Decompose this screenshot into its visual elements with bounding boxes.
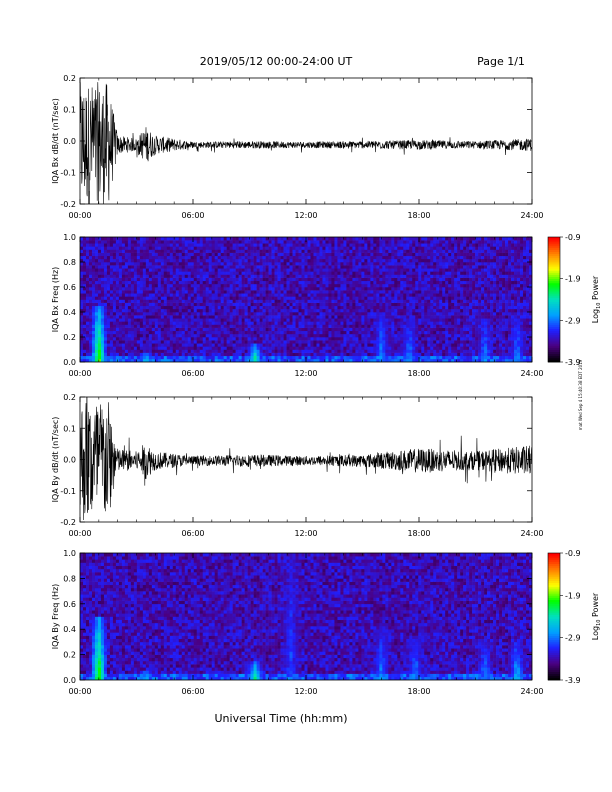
y-tick-label: 0.0 — [63, 137, 76, 146]
x-tick-label: 00:00 — [68, 687, 91, 696]
y-tick-label: 0.4 — [63, 308, 76, 317]
y-tick-label: 0.0 — [63, 676, 76, 685]
x-tick-label: 00:00 — [68, 529, 91, 538]
colorbar-tick-label: -0.9 — [565, 549, 581, 558]
x-tick-label: 00:00 — [68, 211, 91, 220]
colorbar-by: -0.9 -1.9 -2.9 -3.9 Log10 Power — [547, 549, 602, 685]
y-tick-label: 0.0 — [63, 456, 76, 465]
colorbar-label: Log10 Power — [591, 592, 602, 640]
y-tick-label: -0.2 — [60, 200, 76, 209]
colorbar-frame — [547, 552, 561, 681]
colorbar-tick-label: -2.9 — [565, 316, 581, 325]
x-tick-label: 06:00 — [181, 211, 204, 220]
x-tick-label: 18:00 — [407, 687, 430, 696]
y-tick-label: -0.2 — [60, 518, 76, 527]
colorbar-tick-label: -3.9 — [565, 358, 581, 367]
y-tick-label: 1.0 — [63, 549, 76, 558]
spectrogram-cells — [80, 553, 532, 680]
y-axis-label: IQA By Freq (Hz) — [51, 584, 60, 650]
x-tick-label: 12:00 — [294, 211, 317, 220]
y-tick-label: 0.2 — [63, 393, 76, 402]
page-number: Page 1/1 — [477, 55, 525, 68]
waveform-line — [80, 397, 532, 521]
x-tick-label: 06:00 — [181, 529, 204, 538]
y-tick-label: 0.0 — [63, 358, 76, 367]
x-tick-label: 18:00 — [407, 369, 430, 378]
colorbar-tick-label: -1.9 — [565, 275, 581, 284]
y-axis-label: IQA By dB/dt (nT/sec) — [51, 417, 60, 503]
y-tick-label: 0.8 — [63, 574, 76, 583]
colorbar-tick-label: -2.9 — [565, 634, 581, 643]
x-tick-label: 24:00 — [520, 211, 543, 220]
x-tick-label: 18:00 — [407, 211, 430, 220]
y-tick-label: 0.6 — [63, 600, 76, 609]
panel-by-spectrogram: 00:00 06:00 12:00 18:00 24:00 1.0 0.8 0.6 0.4 0.2… — [51, 549, 544, 696]
panel-bx-spectrogram: 00:00 06:00 12:00 18:00 24:00 1.0 0.8 0.6 0.4 0.2… — [51, 233, 544, 378]
y-tick-label: -0.1 — [60, 169, 76, 178]
waveform-line — [80, 82, 532, 204]
colorbar-bx: -0.9 -1.9 -2.9 -3.9 Log10 Power — [547, 233, 602, 367]
page-title: 2019/05/12 00:00-24:00 UT — [200, 55, 353, 68]
x-tick-label: 06:00 — [181, 369, 204, 378]
y-tick-label: 0.4 — [63, 625, 76, 634]
x-tick-label: 18:00 — [407, 529, 430, 538]
y-tick-label: 0.6 — [63, 283, 76, 292]
y-tick-label: 0.1 — [63, 424, 76, 433]
y-tick-label: 0.2 — [63, 651, 76, 660]
y-axis-label: IQA Bx Freq (Hz) — [51, 267, 60, 333]
colorbar-tick-label: -0.9 — [565, 233, 581, 242]
x-tick-label: 24:00 — [520, 369, 543, 378]
y-tick-label: 1.0 — [63, 233, 76, 242]
y-tick-label: 0.2 — [63, 74, 76, 83]
x-tick-label: 24:00 — [520, 529, 543, 538]
x-axis-label: Universal Time (hh:mm) — [215, 712, 348, 725]
side-note: mat Wed Sep 4 15:40:38 EDT 2019 — [578, 359, 583, 430]
x-tick-label: 24:00 — [520, 687, 543, 696]
y-tick-label: -0.1 — [60, 487, 76, 496]
spectrogram-cells — [80, 237, 532, 362]
y-axis-label: IQA Bx dB/dt (nT/sec) — [51, 98, 60, 184]
colorbar-tick-label: -3.9 — [565, 676, 581, 685]
y-tick-label: 0.2 — [63, 333, 76, 342]
x-tick-label: 00:00 — [68, 369, 91, 378]
colorbar-label: Log10 Power — [591, 275, 602, 323]
x-tick-label: 12:00 — [294, 687, 317, 696]
y-tick-label: 0.8 — [63, 258, 76, 267]
x-tick-label: 12:00 — [294, 369, 317, 378]
panel-bx-waveform: 00:00 06:00 12:00 18:00 24:00 0.2 0.1 0.0 -0.1 -0… — [51, 74, 544, 220]
x-tick-label: 12:00 — [294, 529, 317, 538]
colorbar-frame — [547, 236, 561, 363]
panel-by-waveform: 00:00 06:00 12:00 18:00 24:00 0.2 0.1 0.0 -0.1 -0… — [51, 393, 544, 538]
x-tick-label: 06:00 — [181, 687, 204, 696]
colorbar-gradient — [548, 553, 560, 681]
colorbar-tick-label: -1.9 — [565, 591, 581, 600]
y-tick-label: 0.1 — [63, 106, 76, 115]
colorbar-gradient — [548, 237, 560, 363]
